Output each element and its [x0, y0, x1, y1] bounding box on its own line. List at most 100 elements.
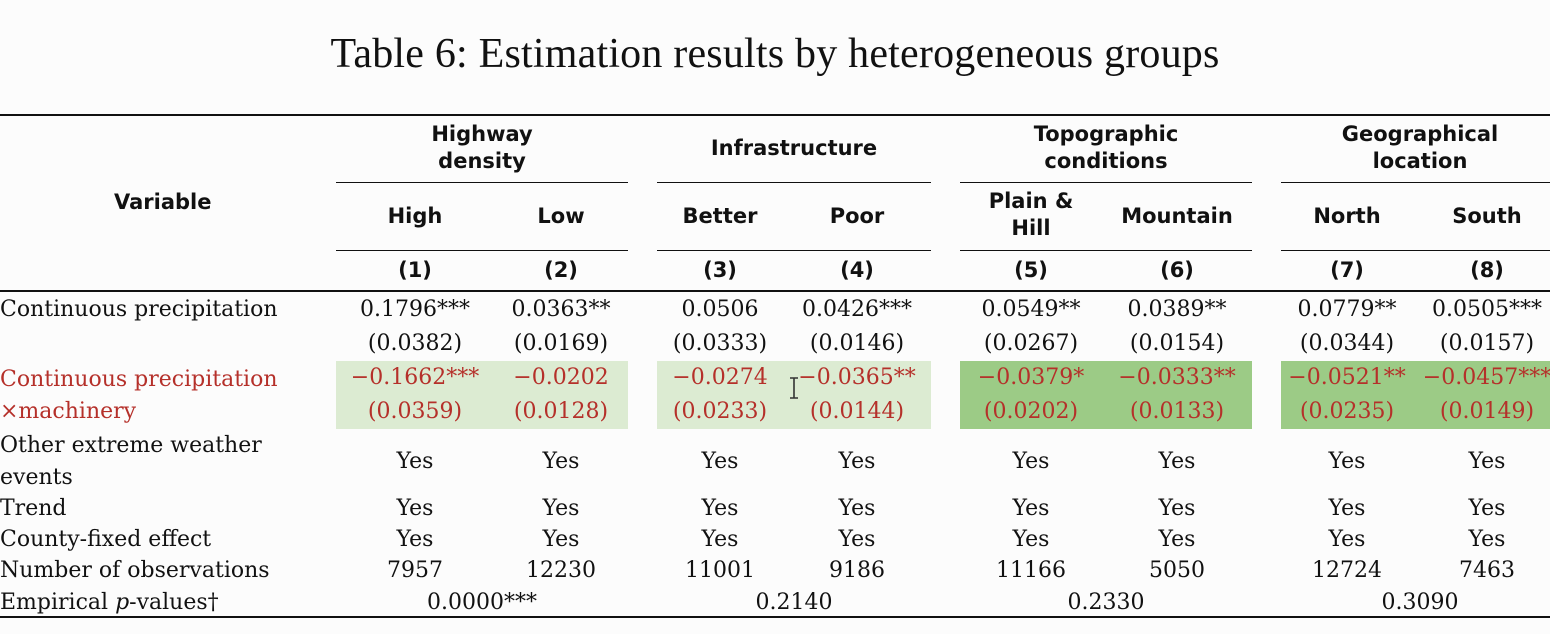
coefficient: 0.0506 [681, 297, 759, 322]
row-label: Continuous precipitation [0, 297, 278, 322]
table-cell: Yes [396, 496, 434, 521]
row-label: Continuous precipitation [0, 367, 278, 392]
coefficient: 0.1796*** [360, 297, 470, 322]
column-number: (7) [1330, 258, 1364, 282]
coefficient: 0.0779** [1297, 297, 1397, 322]
table-cell: Yes [1012, 449, 1050, 474]
standard-error: (0.0154) [1129, 331, 1225, 356]
interaction-highlight [960, 361, 1252, 429]
standard-error: (0.0359) [367, 399, 463, 424]
column-number: (5) [1014, 258, 1048, 282]
coefficient: −0.1662*** [350, 365, 480, 390]
subgroup-header: Low [537, 204, 585, 228]
group-rule [336, 182, 628, 183]
table-cell: Yes [1158, 527, 1196, 552]
coefficient: −0.0274 [672, 365, 768, 390]
table-cell: 9186 [829, 558, 885, 583]
table-cell: Yes [1468, 449, 1506, 474]
table-cell: Yes [1158, 449, 1196, 474]
bottom-rule [0, 616, 1550, 618]
table-cell: Yes [542, 496, 580, 521]
standard-error: (0.0169) [513, 331, 609, 356]
standard-error: (0.0333) [672, 331, 768, 356]
table-cell: Yes [838, 527, 876, 552]
group-header: Highway [431, 122, 533, 146]
table-cell: 0.2330 [1067, 590, 1145, 615]
standard-error: (0.0267) [983, 331, 1079, 356]
table-cell: 11001 [685, 558, 755, 583]
subgroup-header: High [387, 204, 443, 228]
table-cell: Yes [396, 449, 434, 474]
row-label: Empirical p-values† [0, 590, 219, 615]
table-cell: 11166 [996, 558, 1066, 583]
group-header: conditions [1044, 149, 1168, 173]
table-cell: Yes [1328, 449, 1366, 474]
column-number: (8) [1470, 258, 1504, 282]
table-cell: Yes [1468, 527, 1506, 552]
coefficient: 0.0363** [511, 297, 611, 322]
row-label: events [0, 465, 73, 490]
coefficient: 0.0549** [981, 297, 1081, 322]
subgroup-header: Mountain [1121, 204, 1233, 228]
coefficient: −0.0365** [798, 365, 916, 390]
group-header: Topographic [1033, 122, 1179, 146]
coefficient: −0.0333** [1118, 365, 1236, 390]
table-cell: 12230 [526, 558, 596, 583]
standard-error: (0.0133) [1129, 399, 1225, 424]
standard-error: (0.0144) [809, 399, 905, 424]
table-cell: Yes [542, 527, 580, 552]
subgroup-header: North [1313, 204, 1381, 228]
subgroup-rule [657, 250, 931, 251]
standard-error: (0.0128) [513, 399, 609, 424]
table-cell: Yes [542, 449, 580, 474]
standard-error: (0.0146) [809, 331, 905, 356]
group-header: location [1372, 149, 1468, 173]
subgroup-rule [336, 250, 628, 251]
coefficient: −0.0457*** [1422, 365, 1550, 390]
subgroup-header: Poor [829, 204, 885, 228]
interaction-highlight [336, 361, 628, 429]
subgroup-rule [1281, 250, 1550, 251]
subgroup-header: South [1452, 204, 1522, 228]
coefficient: 0.0389** [1127, 297, 1227, 322]
table-cell: 7957 [387, 558, 443, 583]
coefficient: −0.0521** [1288, 365, 1406, 390]
group-rule [1281, 182, 1550, 183]
variable-header: Variable [114, 190, 212, 214]
row-label: ×machinery [0, 399, 137, 424]
row-label: Trend [0, 496, 67, 521]
text-cursor-icon [790, 377, 798, 399]
coefficient: −0.0202 [513, 365, 609, 390]
subgroup-header: Better [682, 204, 758, 228]
table-cell: Yes [1158, 496, 1196, 521]
column-number: (2) [544, 258, 578, 282]
table-title: Table 6: Estimation results by heterogen… [330, 31, 1220, 77]
table-cell: Yes [838, 496, 876, 521]
table-cell: Yes [396, 527, 434, 552]
table-cell: Yes [1012, 496, 1050, 521]
standard-error: (0.0233) [672, 399, 768, 424]
group-header: Geographical [1341, 122, 1499, 146]
table-cell: 5050 [1149, 558, 1205, 583]
column-number: (6) [1160, 258, 1194, 282]
standard-error: (0.0344) [1299, 331, 1395, 356]
table-cell: 0.2140 [755, 590, 833, 615]
subgroup-header: Hill [1011, 216, 1051, 240]
coefficient: 0.0505*** [1432, 297, 1542, 322]
coefficient: −0.0379* [977, 365, 1085, 390]
interaction-highlight [1281, 361, 1550, 429]
coefficient: 0.0426*** [802, 297, 912, 322]
table-cell: Yes [701, 527, 739, 552]
group-header: Infrastructure [710, 136, 878, 160]
standard-error: (0.0382) [367, 331, 463, 356]
table-cell: Yes [838, 449, 876, 474]
table-cell: Yes [1328, 527, 1366, 552]
table-cell: Yes [1468, 496, 1506, 521]
group-header: density [438, 149, 526, 173]
column-number: (3) [703, 258, 737, 282]
standard-error: (0.0235) [1299, 399, 1395, 424]
subgroup-rule [960, 250, 1252, 251]
standard-error: (0.0157) [1439, 331, 1535, 356]
row-label: County-fixed effect [0, 527, 212, 552]
row-label: Other extreme weather [0, 433, 262, 458]
